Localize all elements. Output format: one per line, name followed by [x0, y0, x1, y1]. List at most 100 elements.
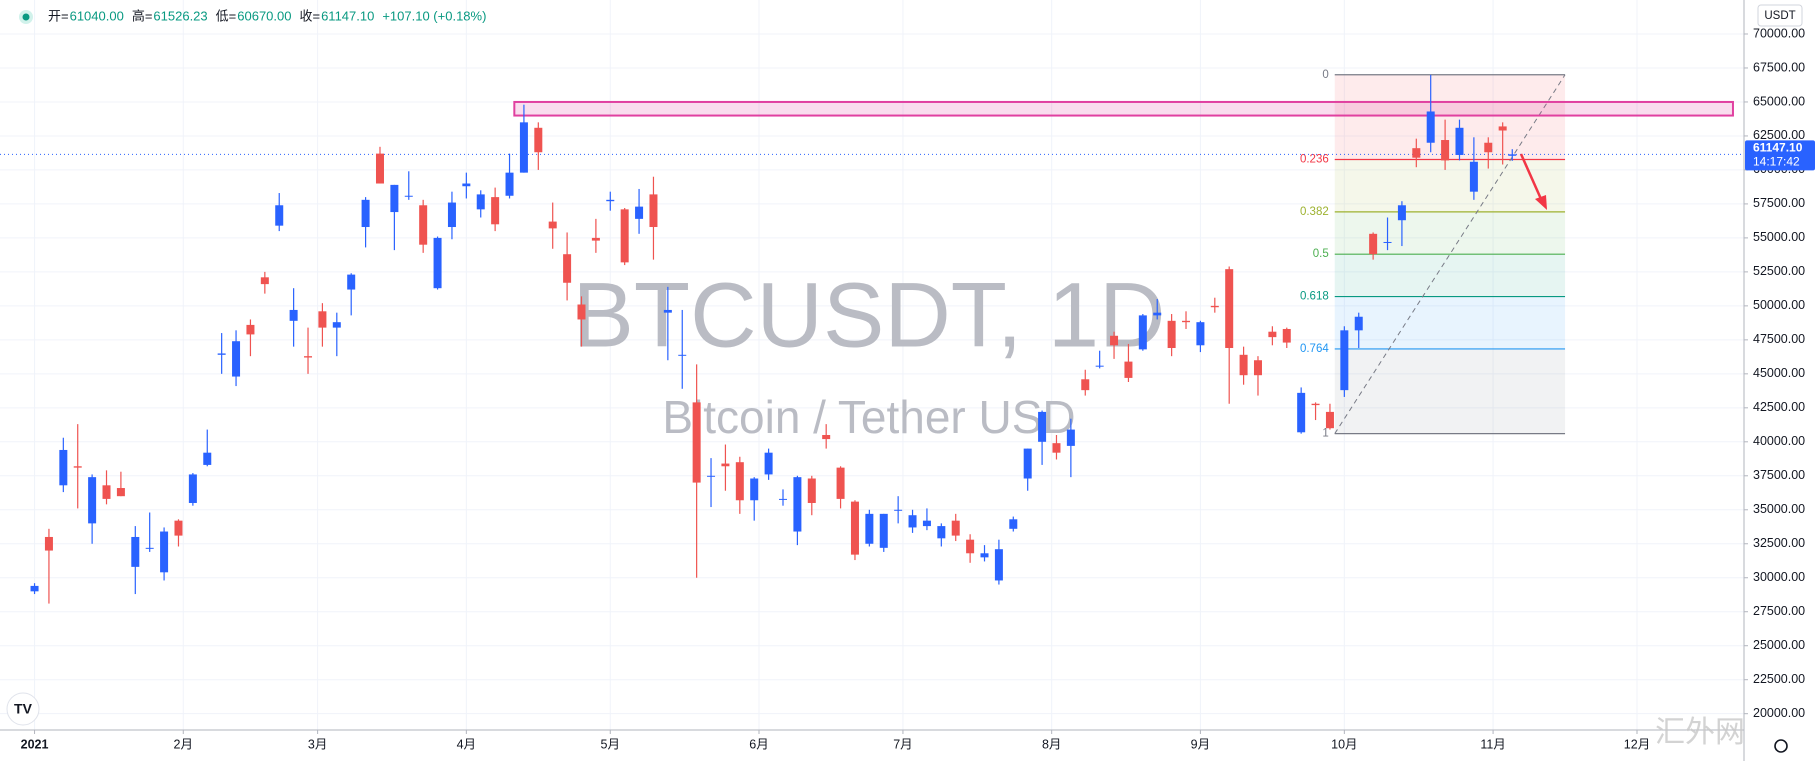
candle-body	[1225, 269, 1234, 349]
currency-button[interactable]	[1757, 4, 1803, 27]
candle-body	[606, 199, 615, 202]
y-tick-label: 35000.00	[1753, 502, 1805, 516]
candle-body	[563, 254, 572, 283]
candle-body	[260, 277, 269, 285]
y-tick-label: 50000.00	[1753, 298, 1805, 312]
candle-body	[1455, 127, 1464, 155]
ohlc-value: 61526.23	[153, 8, 207, 23]
candle-body	[116, 488, 125, 497]
resistance-zone	[513, 100, 1734, 117]
fib-band	[1334, 348, 1566, 434]
candle-body	[491, 197, 500, 225]
candle-body	[534, 127, 543, 153]
x-tick-label: 7月	[893, 737, 912, 751]
y-tick-label: 40000.00	[1753, 434, 1805, 448]
x-tick-label: 10月	[1331, 737, 1357, 751]
candle-body	[1124, 361, 1133, 378]
y-tick-label: 47500.00	[1753, 332, 1805, 346]
candle-body	[1038, 411, 1047, 442]
y-tick-label: 42500.00	[1753, 400, 1805, 414]
candle-body	[1325, 411, 1334, 429]
candle-body	[1369, 233, 1378, 255]
y-tick-label: 55000.00	[1753, 230, 1805, 244]
candle-body	[1397, 205, 1406, 221]
candle-body	[721, 463, 730, 467]
ohlc-label: 收=	[299, 8, 320, 23]
candle-body	[1297, 392, 1306, 433]
candle-body	[980, 553, 989, 558]
candle-body	[289, 309, 298, 321]
candle-body	[1484, 142, 1493, 153]
fib-band	[1334, 159, 1566, 212]
candle-body	[1066, 429, 1075, 446]
candle-body	[793, 477, 802, 532]
candle-body	[361, 199, 370, 228]
fib-level-label: 0.618	[1300, 291, 1329, 303]
candle-body	[203, 452, 212, 465]
candle-body	[390, 184, 399, 213]
candle-body	[635, 206, 644, 219]
x-tick-label: 2月	[174, 737, 193, 751]
x-tick-label: 5月	[601, 737, 620, 751]
candle-body	[707, 475, 716, 477]
candle-body	[577, 304, 586, 320]
ohlc-label: 开=	[48, 8, 69, 23]
ohlc-value: 61040.00	[70, 8, 124, 23]
annotation-arrow	[1519, 153, 1543, 200]
candle-body	[1138, 315, 1147, 350]
candle-body	[131, 536, 140, 567]
candle-body	[1210, 305, 1219, 308]
candle-body	[1340, 330, 1349, 391]
candle-body	[678, 354, 687, 356]
last-price-label: 61147.10	[1753, 141, 1803, 155]
currency-label: USDT	[1764, 10, 1795, 22]
candle-body	[160, 531, 169, 573]
ohlc-label: 低=	[216, 8, 237, 23]
ohlc-value: 60670.00	[237, 8, 291, 23]
candle-body	[865, 513, 874, 544]
candle-body	[1441, 140, 1450, 161]
y-tick-label: 25000.00	[1753, 638, 1805, 652]
candle-body	[1153, 312, 1162, 316]
candle-body	[1282, 328, 1291, 343]
y-tick-label: 27500.00	[1753, 604, 1805, 618]
candle-body	[1110, 335, 1119, 346]
candle-body	[591, 237, 600, 241]
candle-body	[1508, 154, 1517, 156]
fib-level-label: 0	[1322, 69, 1328, 81]
candle-body	[1081, 379, 1090, 391]
candle-body	[1239, 354, 1248, 376]
candle-body	[937, 526, 946, 539]
x-tick-label: 9月	[1191, 737, 1210, 751]
fib-level-label: 1	[1322, 428, 1328, 440]
candle-body	[822, 435, 831, 440]
candle-body	[850, 501, 859, 555]
candle-body	[764, 452, 773, 475]
candle-body	[548, 221, 557, 229]
candle-body	[735, 462, 744, 501]
candle-body	[30, 585, 39, 592]
logo-circle[interactable]	[6, 692, 40, 726]
candle-body	[404, 195, 413, 197]
candle-body	[188, 474, 197, 503]
x-tick-label: 4月	[457, 737, 476, 751]
candle-body	[1095, 365, 1104, 367]
settings-icon[interactable]	[1774, 739, 1788, 753]
candle-body	[519, 122, 528, 173]
candle-body	[966, 539, 975, 554]
candle-body	[1023, 448, 1032, 479]
candle-body	[1426, 111, 1435, 143]
candle-body	[505, 172, 514, 196]
candle-body	[1009, 519, 1018, 529]
candle-body	[649, 194, 658, 228]
candle-body	[275, 205, 284, 226]
fib-band	[1334, 296, 1566, 349]
candle-body	[375, 153, 384, 184]
y-tick-label: 22500.00	[1753, 672, 1805, 686]
candle-body	[1196, 322, 1205, 346]
ohlc-header: 开= 61040.00 高= 61526.23 低= 60670.00 收= 61147.10…	[19, 8, 486, 24]
fib-level-label: 0.5	[1313, 248, 1329, 260]
x-tick-label: 12月	[1624, 737, 1650, 751]
fib-level-label: 0.382	[1300, 206, 1329, 218]
candle-body	[102, 485, 111, 499]
